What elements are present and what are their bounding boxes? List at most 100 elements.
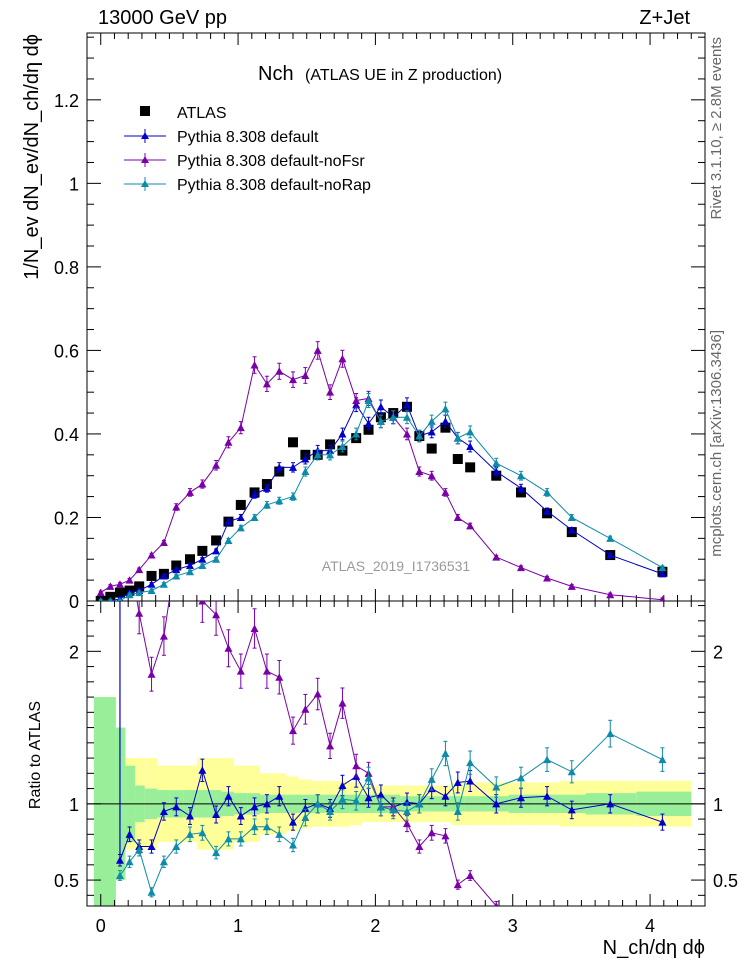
ratio-point <box>250 822 259 831</box>
data-point <box>606 551 615 559</box>
ratio-point <box>250 802 259 811</box>
data-point <box>125 590 134 599</box>
data-point <box>224 517 233 526</box>
data-point <box>313 346 322 354</box>
data-point <box>389 413 398 421</box>
legend-label: Pythia 8.308 default <box>177 129 319 146</box>
y-tick-label: 0.4 <box>54 425 79 445</box>
x-axis-label: N_ch/dη dϕ <box>603 937 705 959</box>
y-tick-label: 0.8 <box>54 258 79 278</box>
ratio-point <box>415 842 424 851</box>
data-point <box>301 455 310 463</box>
ratio-point <box>224 644 233 652</box>
data-point <box>427 427 436 436</box>
legend-label: Pythia 8.308 default-noFsr <box>177 153 365 170</box>
ratio-point <box>159 632 168 640</box>
ratio-point <box>466 758 475 767</box>
data-point <box>106 582 115 590</box>
ratio-point <box>606 799 615 808</box>
ratio-point <box>567 805 576 814</box>
ratio-point <box>198 601 207 605</box>
ratio-point <box>172 802 181 811</box>
ratio-point <box>289 841 297 849</box>
data-point <box>289 463 297 471</box>
data-point <box>98 597 103 601</box>
data-point <box>301 371 310 379</box>
ratio-y-axis-label: Ratio to ATLAS <box>27 701 44 809</box>
data-point <box>376 417 385 425</box>
ratio-point <box>338 781 347 790</box>
ratio-point <box>186 830 194 838</box>
ratio-point <box>126 556 134 564</box>
atlas-data-point <box>114 587 125 598</box>
data-point <box>364 396 373 405</box>
ratio-point <box>224 834 233 843</box>
series-3 <box>98 393 667 601</box>
ratio-point <box>262 799 271 808</box>
ratio-point <box>125 830 134 838</box>
ratio-point <box>453 778 462 786</box>
ratio-point <box>172 842 181 851</box>
legend-marker <box>141 180 149 187</box>
data-point <box>326 450 335 459</box>
ratio-point <box>275 792 284 800</box>
data-point <box>338 429 347 438</box>
band-inner <box>93 697 116 906</box>
data-point <box>289 492 297 501</box>
data-point <box>441 417 450 425</box>
ratio-point <box>135 845 144 854</box>
data-point <box>492 553 501 561</box>
ratio-line <box>136 601 497 906</box>
data-point <box>275 496 284 505</box>
ratio-point <box>338 795 347 803</box>
x-tick-label: 2 <box>370 916 380 936</box>
ratio-point <box>236 834 245 843</box>
data-point <box>466 442 475 450</box>
ratio-y-tick-label: 2 <box>69 642 79 662</box>
analysis-watermark: ATLAS_2019_I1736531 <box>322 558 471 574</box>
ratio-point <box>453 807 462 815</box>
atlas-data-point <box>465 462 476 473</box>
ratio-point <box>301 804 310 812</box>
ratio-point <box>212 810 221 818</box>
data-point <box>543 574 552 582</box>
data-point <box>262 379 271 388</box>
data-point <box>402 400 411 409</box>
ratio-point <box>494 902 499 906</box>
ratio-point <box>492 783 501 791</box>
atlas-data-point <box>288 437 298 448</box>
x-tick-label: 3 <box>508 916 518 936</box>
data-point <box>147 551 156 559</box>
ratio-point <box>402 798 411 806</box>
ratio-point <box>198 766 207 774</box>
atlas-data-point <box>146 570 157 581</box>
data-point <box>117 597 123 601</box>
data-point <box>108 597 113 601</box>
x-tick-label: 4 <box>645 916 655 936</box>
data-point <box>212 546 221 555</box>
atlas-data-point <box>171 560 182 571</box>
data-point <box>212 555 221 563</box>
data-point <box>376 402 385 411</box>
data-point <box>250 361 259 369</box>
ratio-point <box>186 812 194 820</box>
data-point <box>186 561 194 569</box>
series-0 <box>95 401 668 601</box>
ratio-y-tick-label-right: 0.5 <box>713 871 738 891</box>
data-point <box>352 396 361 405</box>
data-point <box>466 427 475 436</box>
ratio-y-tick-label: 0.5 <box>54 871 79 891</box>
ratio-point <box>313 690 322 698</box>
ratio-point <box>658 818 667 826</box>
data-point <box>250 513 259 521</box>
data-point <box>606 590 615 599</box>
chart-title: Nch <box>258 63 294 85</box>
ratio-point <box>289 726 297 735</box>
data-point <box>516 471 525 480</box>
data-point <box>338 442 347 450</box>
ratio-point <box>543 755 552 764</box>
ratio-point <box>125 857 134 866</box>
ratio-point <box>159 807 168 815</box>
data-point <box>159 538 168 547</box>
